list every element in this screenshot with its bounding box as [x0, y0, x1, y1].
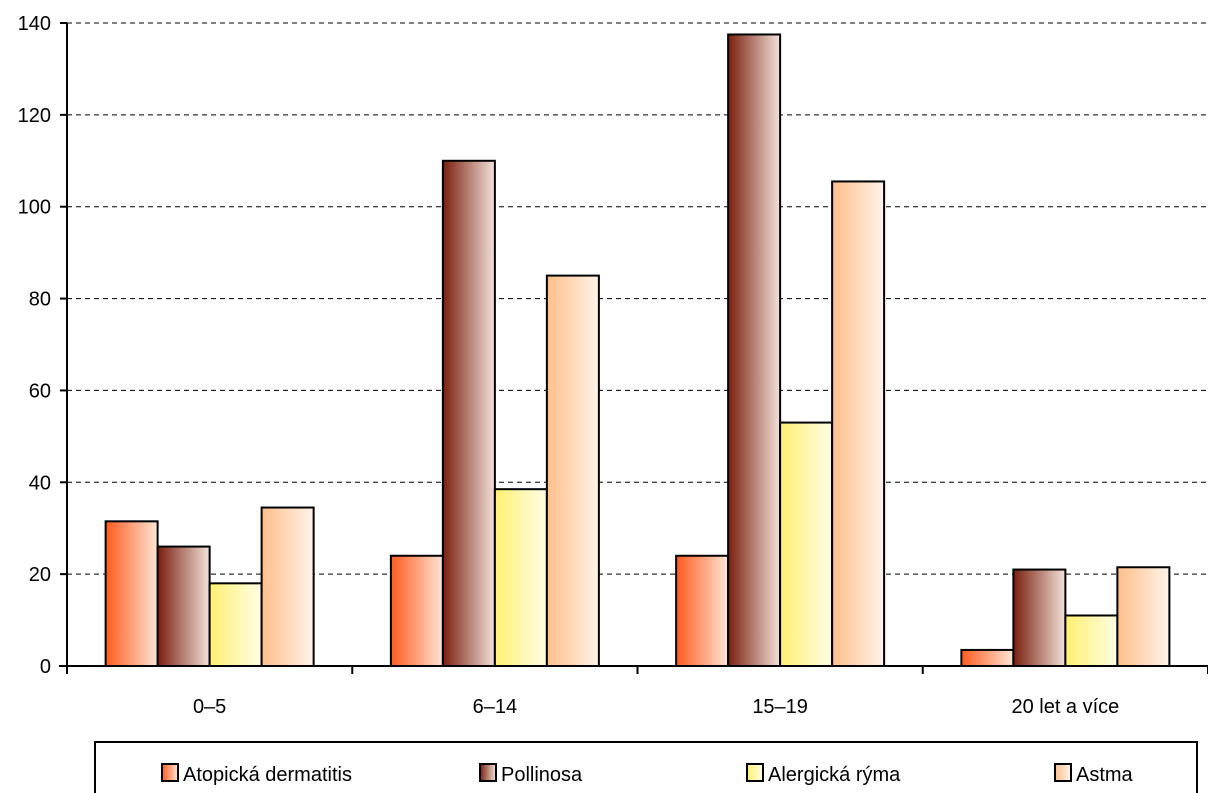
gridlines [67, 22, 1208, 575]
legend-label: Alergická rýma [768, 764, 901, 786]
bar [104, 520, 159, 668]
bar [675, 554, 730, 667]
bar [493, 488, 548, 667]
bar [960, 648, 1015, 667]
bar [779, 421, 834, 668]
bar [260, 506, 315, 667]
bar [441, 159, 496, 668]
y-tick-label: 140 [18, 13, 51, 35]
axes [59, 22, 1208, 674]
legend-swatch [161, 763, 179, 782]
y-tick-label: 80 [29, 289, 51, 311]
y-tick-label: 20 [29, 564, 51, 586]
x-tick-label: 6–14 [473, 696, 518, 718]
x-tick-label: 15–19 [752, 696, 808, 718]
legend-swatch [479, 763, 497, 782]
bar [389, 554, 444, 667]
x-tick-labels: 0–5 6–14 15–19 20 let a více [193, 696, 1119, 718]
legend-label: Astma [1076, 764, 1134, 786]
y-tick-label: 0 [40, 656, 51, 678]
x-tick-label: 20 let a více [1011, 696, 1119, 718]
bar [727, 33, 782, 668]
bar [156, 545, 211, 667]
y-tick-label: 60 [29, 380, 51, 402]
y-tick-label: 40 [29, 472, 51, 494]
legend-swatch [746, 763, 764, 782]
legend-swatch [1054, 763, 1072, 782]
y-tick-labels: 0 20 40 60 80 100 120 140 [18, 13, 51, 678]
legend-label: Pollinosa [501, 764, 583, 786]
bar [545, 274, 600, 667]
y-tick-label: 100 [18, 197, 51, 219]
legend-label: Atopická dermatitis [183, 764, 352, 786]
y-tick-label: 120 [18, 105, 51, 127]
bar [208, 582, 263, 667]
x-tick-label: 0–5 [193, 696, 226, 718]
legend: Atopická dermatitis Pollinosa Alergická rý… [94, 741, 1198, 793]
legend-box [94, 741, 1198, 793]
bar [1116, 566, 1171, 668]
bar [1012, 568, 1067, 667]
bar [1064, 614, 1119, 668]
bar [831, 180, 886, 667]
bars [104, 33, 1171, 668]
